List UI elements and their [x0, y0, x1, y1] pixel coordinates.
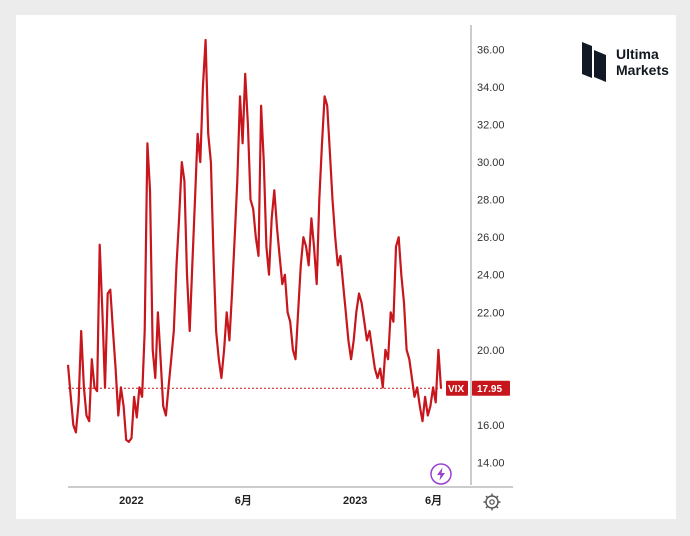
- x-axis-ticks: 2022 6月 2023 6月: [119, 494, 442, 507]
- brand-wordmark: Ultima Markets: [616, 46, 669, 78]
- vix-line-chart[interactable]: 14.0016.0018.0020.0022.0024.0026.0028.00…: [16, 15, 676, 519]
- settings-gear-icon[interactable]: [483, 493, 501, 511]
- y-tick-label: 36.00: [477, 44, 505, 56]
- x-tick-label: 6月: [425, 494, 442, 507]
- y-tick-label: 14.00: [477, 457, 505, 469]
- lightning-icon[interactable]: [430, 463, 452, 485]
- brand-name-line1: Ultima: [616, 46, 659, 62]
- ultima-markets-logo: Ultima Markets: [582, 42, 669, 82]
- x-tick-label: 6月: [235, 494, 252, 507]
- current-value-text: 17.95: [477, 384, 502, 395]
- series-label-text: VIX: [448, 384, 464, 395]
- y-tick-label: 20.00: [477, 345, 505, 357]
- series-label-badge: [446, 380, 468, 396]
- y-tick-label: 28.00: [477, 195, 505, 207]
- current-value-badge: [472, 380, 510, 396]
- y-tick-label: 34.00: [477, 82, 505, 94]
- y-tick-label: 22.00: [477, 307, 505, 319]
- y-tick-label: 24.00: [477, 270, 505, 282]
- y-axis-ticks: 14.0016.0018.0020.0022.0024.0026.0028.00…: [477, 44, 505, 469]
- series-badge: VIX 17.95: [446, 380, 510, 396]
- chart-card: 14.0016.0018.0020.0022.0024.0026.0028.00…: [16, 15, 676, 519]
- brand-mark-icon: [582, 42, 606, 82]
- brand-name-line2: Markets: [616, 62, 669, 78]
- y-tick-label: 30.00: [477, 157, 505, 169]
- y-tick-label: 26.00: [477, 232, 505, 244]
- x-tick-label: 2022: [119, 495, 143, 507]
- y-tick-label: 16.00: [477, 420, 505, 432]
- x-tick-label: 2023: [343, 495, 367, 507]
- vix-series-line: [66, 38, 443, 443]
- y-tick-label: 32.00: [477, 120, 505, 132]
